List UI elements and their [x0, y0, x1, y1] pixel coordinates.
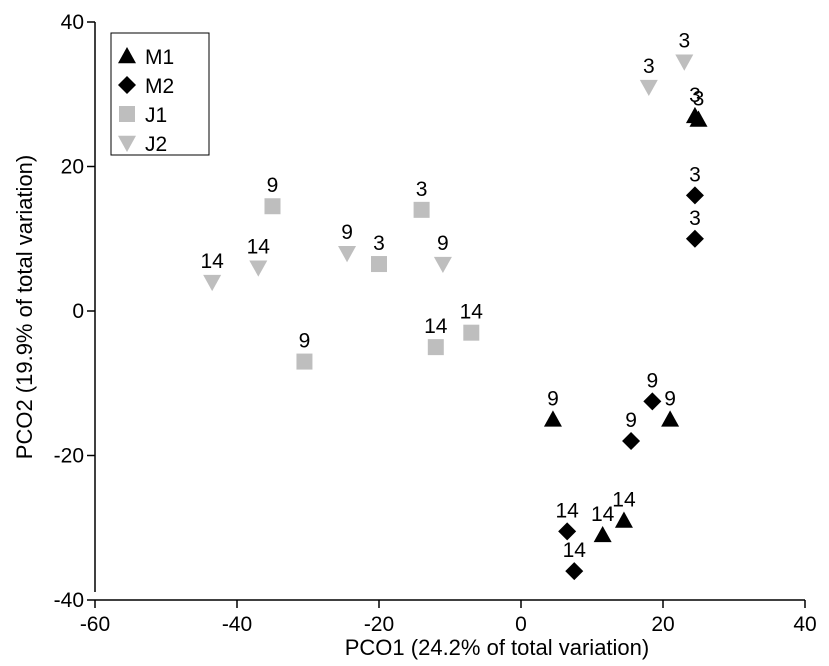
j1-point-label: 9: [267, 174, 279, 197]
x-tick-label: -20: [364, 613, 394, 636]
m1-point-label: 14: [612, 489, 636, 512]
y-tick-label: -20: [54, 445, 84, 468]
m2-point: [565, 562, 584, 581]
m1-point: [593, 525, 612, 543]
legend-m1-marker: [118, 47, 136, 64]
m2-point-label: 9: [647, 369, 659, 392]
j2-point-label: 14: [200, 250, 224, 273]
y-tick-label: 0: [72, 300, 84, 323]
m2-point-label: 14: [563, 539, 587, 562]
m2-point-label: 3: [689, 163, 701, 186]
j1-point-label: 14: [460, 301, 484, 324]
m1-point-label: 14: [591, 503, 615, 526]
j1-point: [463, 324, 480, 341]
m1-point-label: 9: [664, 387, 676, 410]
x-tick-label: -40: [222, 613, 252, 636]
j2-point: [249, 260, 268, 277]
x-tick-label: 20: [651, 613, 674, 636]
m1-point-label: 3: [689, 84, 701, 107]
legend-m1-label: M1: [145, 46, 174, 69]
m1-point-label: 9: [547, 387, 559, 410]
m1-point: [543, 410, 562, 427]
j2-point-label: 9: [437, 232, 449, 255]
legend-j1-label: J1: [145, 104, 167, 127]
j1-point: [296, 353, 313, 370]
m2-point: [685, 229, 704, 248]
m2-point: [685, 186, 704, 205]
legend-items: M1 M2 J1 J2: [118, 46, 174, 156]
y-tick-label: 20: [61, 156, 84, 179]
m2-point: [622, 432, 641, 451]
x-tick-label: 0: [515, 613, 527, 636]
m2-point-label: 9: [625, 409, 637, 432]
j2-point-label: 14: [247, 236, 271, 259]
j2-point: [338, 246, 357, 263]
y-tick-label: -40: [54, 589, 84, 612]
j2-point-label: 9: [341, 221, 353, 244]
legend-m2-label: M2: [145, 75, 174, 98]
y-tick-label: 40: [61, 11, 84, 34]
legend: M1 M2 J1 J2: [110, 32, 210, 156]
m1-point-label: 3: [693, 88, 705, 111]
j1-point-label: 14: [424, 315, 448, 338]
j2-point: [675, 54, 694, 71]
y-ticks: -40 -20 0 20 40: [54, 11, 95, 612]
m1-point: [614, 511, 633, 528]
legend-j2-label: J2: [145, 133, 167, 156]
x-tick-label: -60: [80, 613, 110, 636]
j1-point: [427, 339, 444, 356]
j2-point-label: 3: [678, 30, 690, 53]
legend-j2-marker: [118, 135, 136, 152]
axes: [94, 22, 805, 601]
j1-point-label: 9: [299, 330, 311, 353]
m1-point: [689, 110, 708, 127]
j1-point-label: 3: [373, 232, 385, 255]
m2-point: [643, 392, 662, 411]
m2-point: [558, 522, 577, 541]
j1-point: [413, 201, 430, 218]
j1-point: [371, 256, 387, 273]
m2-point-label: 14: [555, 499, 579, 522]
m1-point: [661, 410, 680, 427]
legend-j1-marker: [119, 106, 135, 122]
x-axis-title: PCO1 (24.2% of total variation): [345, 635, 649, 660]
j2-point: [639, 79, 658, 97]
j2-point: [203, 274, 222, 292]
x-tick-label: 40: [793, 613, 816, 636]
y-axis-title: PCO2 (19.9% of total variation): [12, 155, 37, 459]
legend-m2-marker: [118, 76, 136, 94]
j1-point-label: 3: [416, 178, 428, 201]
j1-point: [264, 198, 281, 215]
m2-point-label: 3: [689, 207, 701, 230]
x-ticks: -60 -40 -20 0 20 40: [80, 600, 817, 636]
j2-point-label: 3: [643, 55, 655, 78]
j2-point: [433, 256, 452, 274]
